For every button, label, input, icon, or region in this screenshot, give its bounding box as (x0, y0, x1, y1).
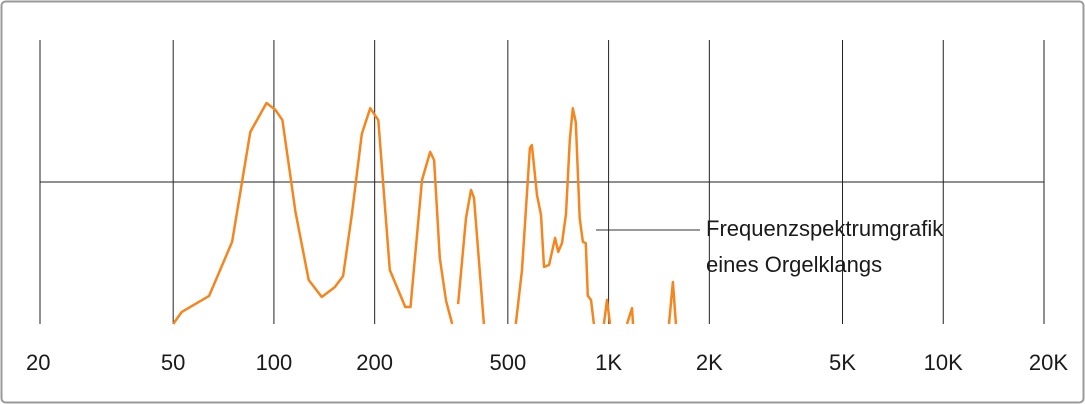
annotation: eines Orgelklangs (706, 252, 882, 277)
x-tick-label: 100 (256, 350, 293, 375)
x-tick-label: 50 (161, 350, 185, 375)
x-tick-label: 200 (356, 350, 393, 375)
x-tick-label: 1K (595, 350, 622, 375)
x-tick-label: 20K (1029, 350, 1068, 375)
x-tick-label: 20 (26, 350, 50, 375)
x-tick-label: 500 (489, 350, 526, 375)
x-tick-label: 2K (696, 350, 723, 375)
spectrum-line (172, 101, 678, 325)
x-tick-label: 10K (924, 350, 963, 375)
annotation: Frequenzspektrumgrafik (706, 216, 944, 241)
x-tick-label: 5K (829, 350, 856, 375)
